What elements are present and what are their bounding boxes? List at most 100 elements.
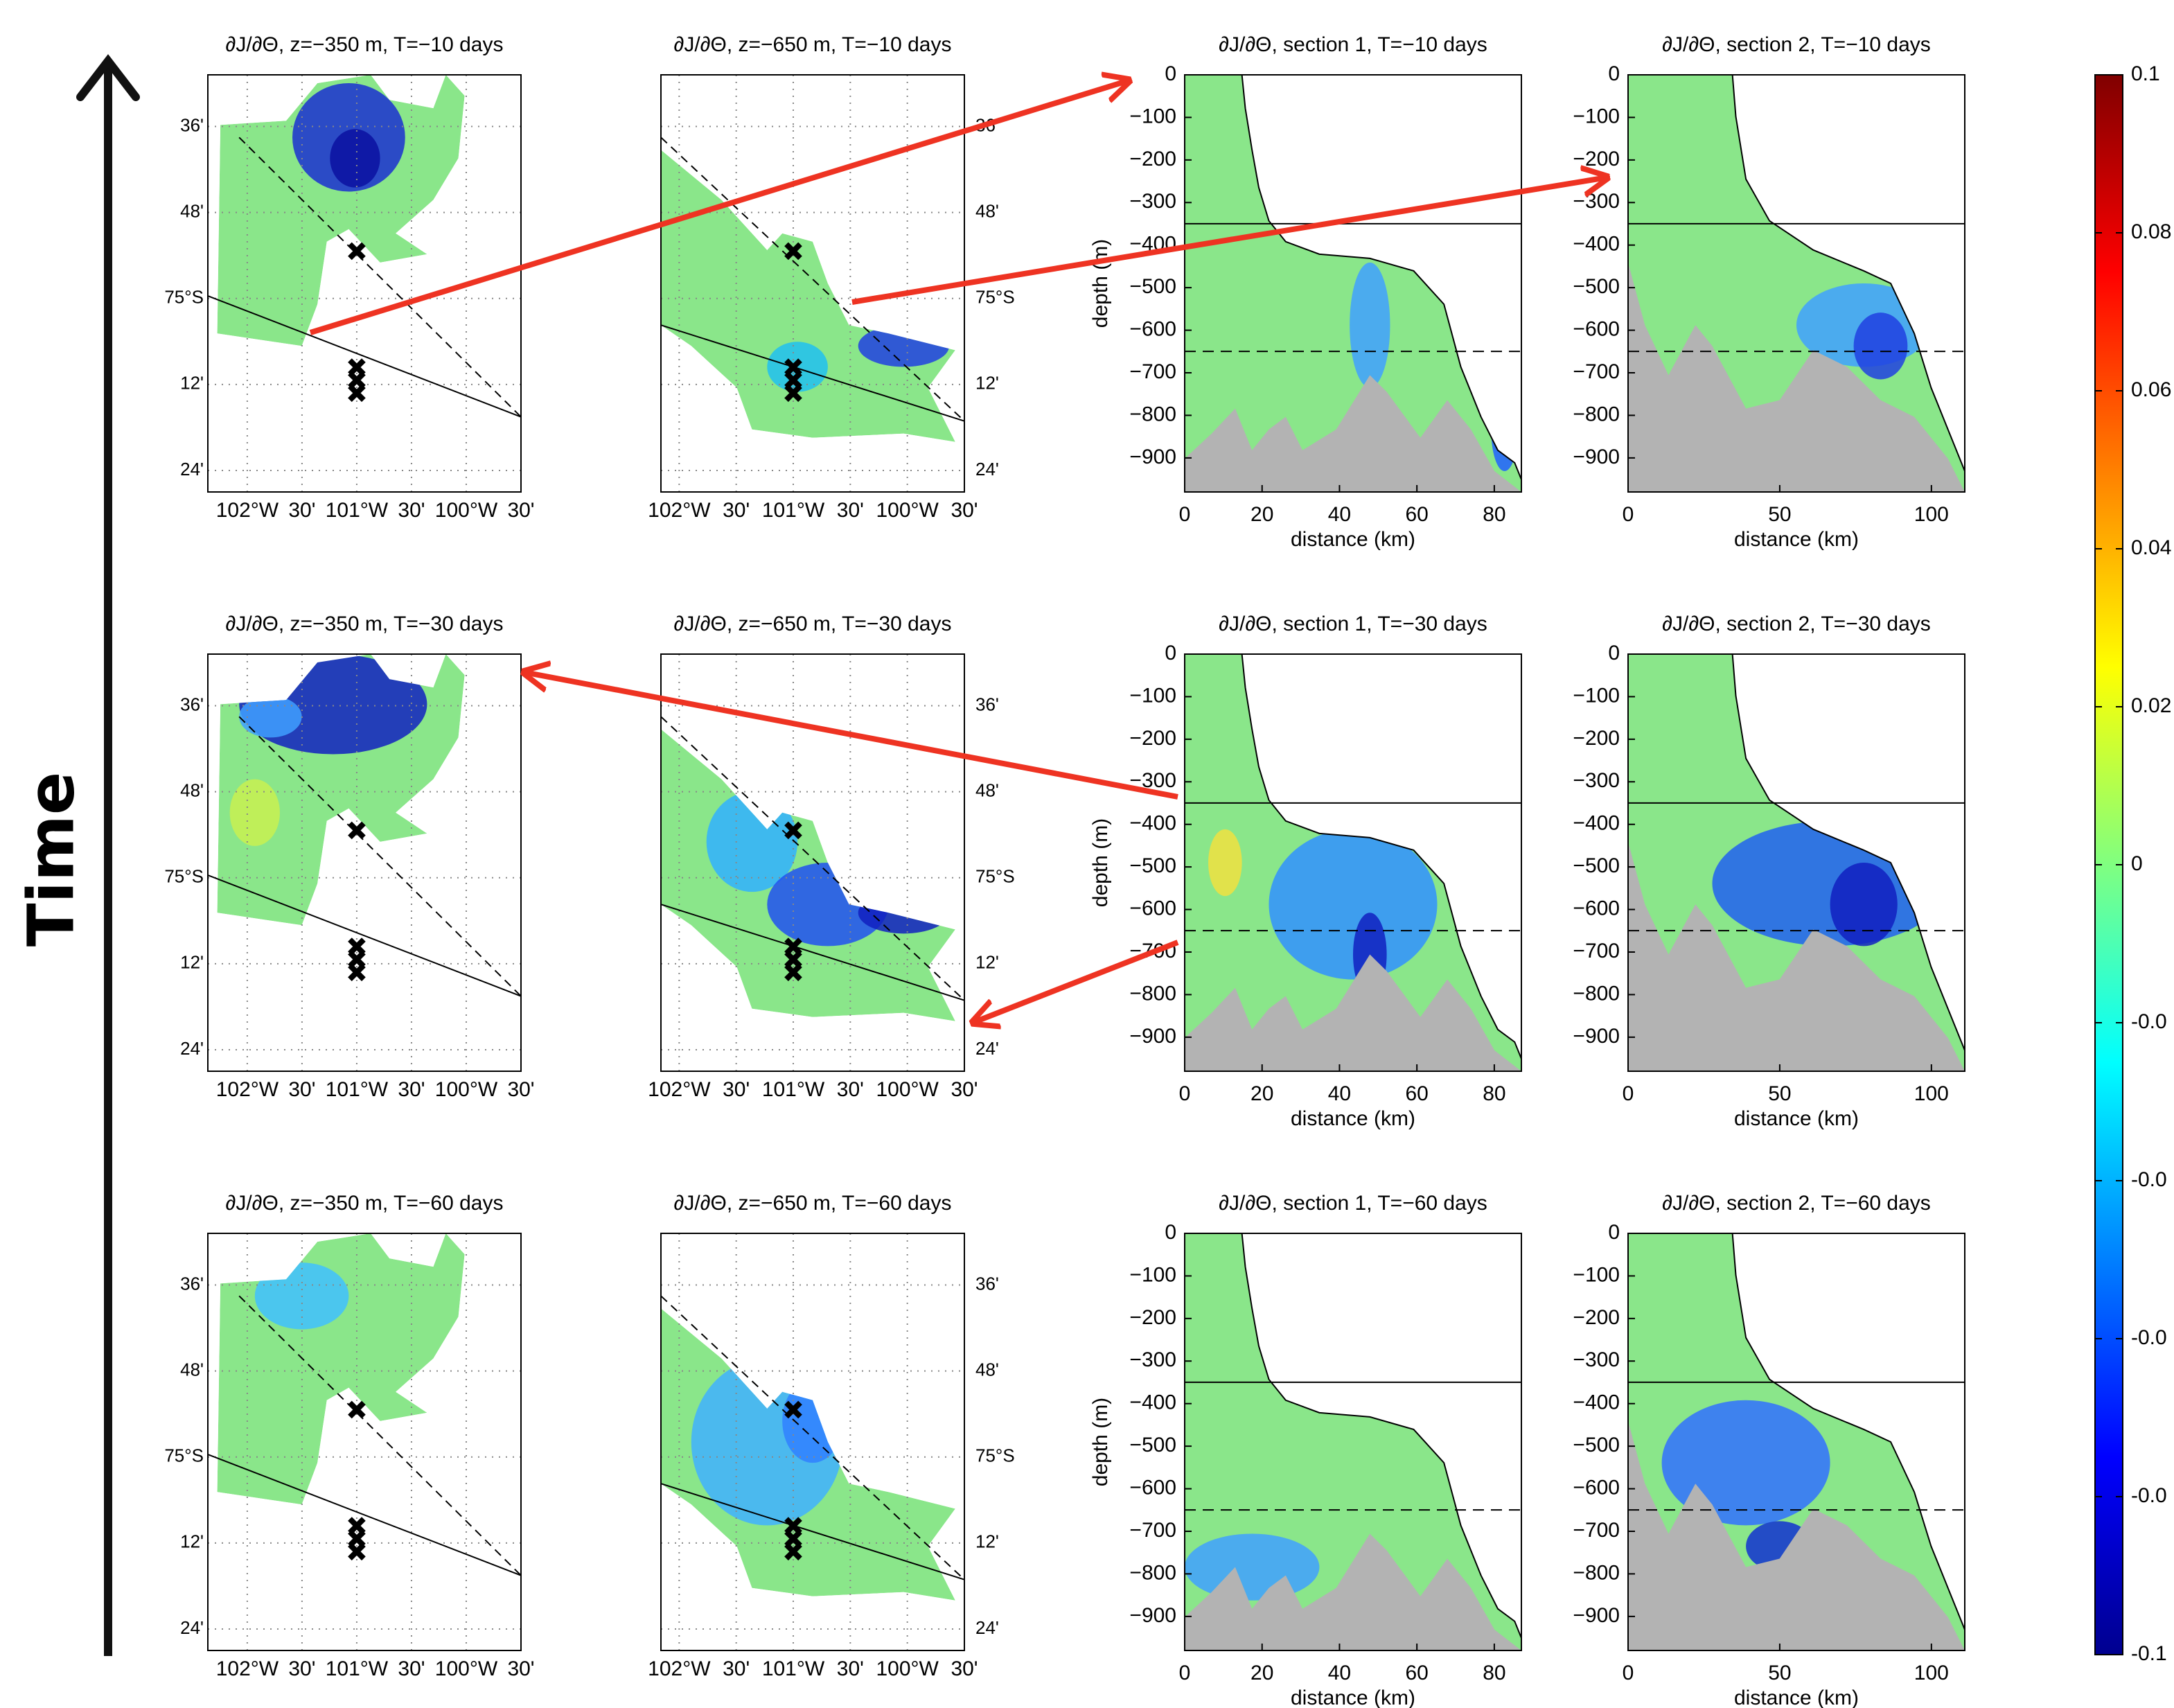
y-tick-label: 0 <box>1608 642 1620 664</box>
field-anomaly <box>858 325 950 367</box>
y-tick-label: 24' <box>180 1617 204 1638</box>
y-tick-label: −600 <box>1573 897 1620 919</box>
field-anomaly <box>1208 829 1242 897</box>
field-anomaly <box>1712 820 1948 947</box>
field-anomaly <box>1491 387 1519 471</box>
y-tick-label: −100 <box>1129 1263 1176 1286</box>
field-anomaly <box>1185 1533 1320 1601</box>
y-tick-label: 24' <box>975 1038 999 1059</box>
bathymetry <box>1628 841 1965 1071</box>
bathymetry <box>1185 954 1521 1071</box>
station-marker <box>348 1542 366 1561</box>
y-tick-label: −900 <box>1129 1604 1176 1627</box>
y-tick-label: −400 <box>1129 1391 1176 1414</box>
y-tick-label: 24' <box>975 1617 999 1638</box>
x-tick-label: 102°W <box>648 499 711 522</box>
y-tick-label: 12' <box>975 952 999 973</box>
y-tick-label: −200 <box>1573 148 1620 170</box>
y-tick-label: −600 <box>1129 1476 1176 1499</box>
y-tick-label: −600 <box>1129 897 1176 919</box>
field-anomaly <box>330 129 380 188</box>
section-line <box>207 874 522 997</box>
colorbar-tick-label: -0.1 <box>2131 1642 2167 1665</box>
colorbar-tick-label: -0.0 <box>2131 1484 2167 1507</box>
y-tick-label: 24' <box>180 1038 204 1059</box>
panel-title: ∂J/∂Θ, z=−650 m, T=−10 days <box>674 33 952 56</box>
y-tick-label: 0 <box>1165 642 1176 664</box>
x-tick-label: 30' <box>288 499 315 522</box>
section-panel: ∂J/∂Θ, section 1, T=−60 days 0 20 40 60 80 0 −1… <box>1089 1192 1522 1708</box>
x-tick-label: 40 <box>1328 1662 1351 1684</box>
field <box>217 75 465 346</box>
station-marker <box>348 384 366 403</box>
station-marker <box>784 384 802 403</box>
y-tick-label: 75°S <box>975 866 1015 887</box>
section-panel: ∂J/∂Θ, section 2, T=−30 days 0 50 100 0 −100 −… <box>1573 613 1965 1130</box>
x-tick-label: 30' <box>398 499 425 522</box>
y-tick-label: −300 <box>1129 1348 1176 1371</box>
colorbar-tick-label: -0.0 <box>2131 1168 2167 1191</box>
x-tick-label: 20 <box>1251 1082 1273 1105</box>
panel-title: ∂J/∂Θ, z=−350 m, T=−60 days <box>226 1192 504 1215</box>
section-line <box>238 137 522 418</box>
x-tick-label: 30' <box>837 1657 864 1680</box>
x-tick-label: 100°W <box>435 1657 498 1680</box>
y-tick-label: −100 <box>1129 105 1176 127</box>
y-tick-label: −300 <box>1573 1348 1620 1371</box>
y-tick-label: −500 <box>1573 275 1620 298</box>
x-tick-label: 101°W <box>326 499 389 522</box>
panels: ∂J/∂Θ, z=−350 m, T=−10 days 102°W 30' 101°W… <box>164 33 2171 1708</box>
field-anomaly <box>782 1379 843 1463</box>
y-axis-label: depth (m) <box>1089 239 1112 328</box>
y-tick-label: −200 <box>1573 727 1620 750</box>
y-tick-label: −700 <box>1573 360 1620 383</box>
y-tick-label: −100 <box>1129 684 1176 707</box>
section-line <box>660 1483 965 1581</box>
x-axis-label: distance (km) <box>1291 1107 1415 1130</box>
y-tick-label: 12' <box>180 952 204 973</box>
y-tick-label: −500 <box>1129 275 1176 298</box>
field-edge <box>1731 1233 1965 1630</box>
x-tick-label: 30' <box>507 1078 534 1101</box>
y-tick-label: 75°S <box>164 866 204 887</box>
x-tick-label: 100°W <box>876 1078 939 1101</box>
x-tick-label: 0 <box>1623 1082 1634 1105</box>
field-anomaly <box>239 696 302 738</box>
x-tick-label: 30' <box>723 499 750 522</box>
y-tick-label: −900 <box>1129 1025 1176 1048</box>
x-tick-label: 102°W <box>216 499 279 522</box>
field-edge <box>1731 653 1965 1051</box>
y-tick-label: 12' <box>975 373 999 394</box>
section-line <box>207 1454 522 1576</box>
y-tick-label: −400 <box>1129 812 1176 835</box>
x-tick-label: 80 <box>1483 1082 1505 1105</box>
plot-frame <box>207 74 522 493</box>
y-tick-label: −600 <box>1573 317 1620 340</box>
field-edge <box>1241 653 1522 1059</box>
y-tick-label: 36' <box>180 114 204 135</box>
station-marker <box>784 821 802 840</box>
panel-title: ∂J/∂Θ, section 2, T=−60 days <box>1662 1192 1931 1215</box>
x-tick-label: 101°W <box>326 1078 389 1101</box>
x-tick-label: 60 <box>1405 1082 1428 1105</box>
field <box>217 654 465 926</box>
x-tick-label: 40 <box>1328 503 1351 526</box>
section-line <box>207 295 522 418</box>
x-tick-label: 50 <box>1768 1662 1791 1684</box>
x-axis-label: distance (km) <box>1291 528 1415 551</box>
y-tick-label: 48' <box>180 1359 204 1380</box>
section-panel: ∂J/∂Θ, section 2, T=−60 days 0 50 100 0 −100 −… <box>1573 1192 1965 1708</box>
field-anomaly <box>1269 829 1438 980</box>
time-label: Time <box>14 772 88 947</box>
colorbar-tick-label: -0.0 <box>2131 1010 2167 1033</box>
field-area <box>1185 75 1521 492</box>
station-marker <box>348 1400 366 1419</box>
x-tick-label: 30' <box>951 1657 978 1680</box>
y-tick-label: 36' <box>180 694 204 714</box>
map-panel: ∂J/∂Θ, z=−650 m, T=−60 days 102°W 30' 101°W… <box>648 1192 1015 1680</box>
y-tick-label: 36' <box>180 1273 204 1294</box>
x-tick-label: 100°W <box>435 499 498 522</box>
colorbar-tick-label: 0.04 <box>2131 536 2171 559</box>
y-tick-label: 48' <box>180 780 204 800</box>
y-tick-label: 12' <box>975 1531 999 1552</box>
